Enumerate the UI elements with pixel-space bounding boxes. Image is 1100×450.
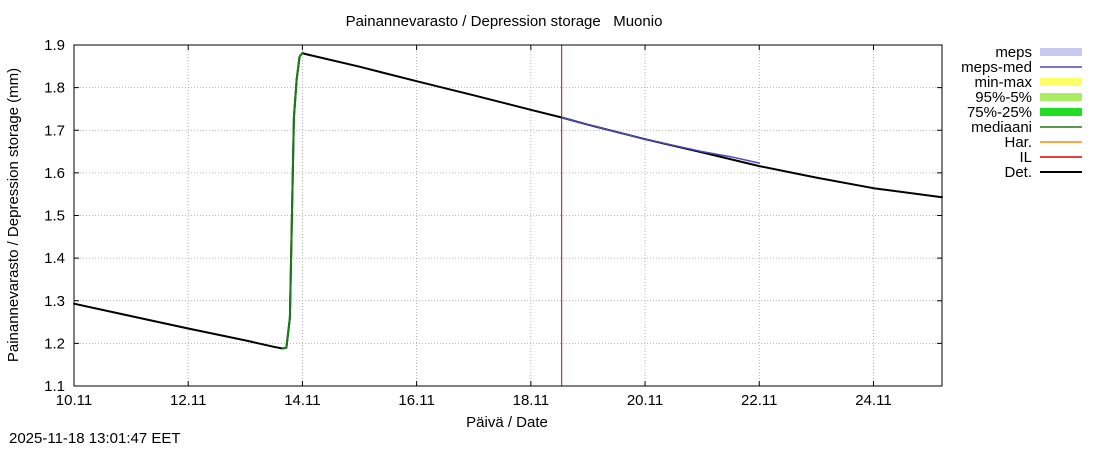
y-tick-label: 1.4 (44, 250, 65, 267)
x-tick-label: 16.11 (398, 392, 434, 409)
y-tick-label: 1.7 (44, 122, 65, 139)
series-line-meps-med (560, 116, 761, 164)
legend-label: meps (995, 44, 1032, 61)
legend-label: 95%-5% (975, 89, 1032, 106)
x-tick-label: 22.11 (741, 392, 777, 409)
y-tick-label: 1.6 (44, 165, 65, 182)
y-tick-label: 1.2 (44, 335, 65, 352)
series-line-mediaani (281, 52, 304, 350)
y-axis-ticks: 1.1 1.2 1.3 1.4 1.5 1.6 1.7 1.8 1.9 (44, 37, 942, 395)
plot-frame (73, 44, 943, 387)
y-tick-label: 1.9 (44, 37, 65, 54)
chart-title: Painannevarasto / Depression storage Muo… (346, 13, 663, 30)
timestamp: 2025-11-18 13:01:47 EET (9, 430, 181, 447)
y-tick-label: 1.1 (44, 378, 65, 395)
legend-label: IL (1019, 149, 1032, 166)
legend-swatch-min-max (1040, 78, 1082, 86)
legend-label: 75%-25% (967, 104, 1032, 121)
legend-swatch-meps (1040, 48, 1082, 56)
x-tick-label: 12.11 (170, 392, 206, 409)
y-axis-label: Painannevarasto / Depression storage (mm… (5, 68, 22, 362)
legend-label: Det. (1004, 164, 1032, 181)
x-tick-label: 10.11 (56, 392, 92, 409)
legend: mepsmeps-medmin-max95%-5%75%-25%mediaani… (961, 44, 1082, 181)
y-tick-label: 1.8 (44, 80, 65, 97)
series-layer (73, 52, 943, 350)
x-tick-label: 20.11 (627, 392, 663, 409)
grid-lines (74, 45, 942, 386)
legend-label: min-max (974, 74, 1032, 91)
legend-label: meps-med (961, 59, 1032, 76)
x-axis-ticks: 10.11 12.11 14.11 16.11 18.11 20.11 22.11 24.11 (56, 45, 892, 409)
legend-swatch-75-25 (1040, 108, 1082, 116)
x-tick-label: 24.11 (855, 392, 891, 409)
x-tick-label: 14.11 (284, 392, 320, 409)
series-line-det (73, 52, 943, 350)
legend-label: Har. (1004, 134, 1032, 151)
legend-label: mediaani (971, 119, 1032, 136)
y-tick-label: 1.5 (44, 208, 65, 225)
x-axis-label: Päivä / Date (466, 414, 548, 431)
legend-swatch-95-5 (1040, 93, 1082, 101)
x-tick-label: 18.11 (513, 392, 549, 409)
y-tick-label: 1.3 (44, 293, 65, 310)
